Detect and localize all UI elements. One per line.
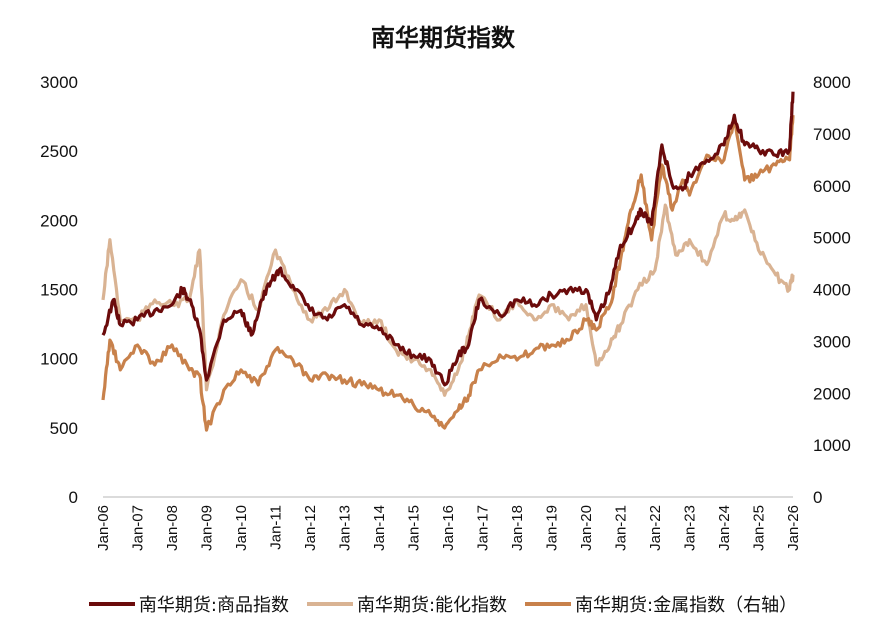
y-right-tick-label: 4000	[813, 281, 851, 300]
x-tick-label: Jan-19	[544, 505, 561, 551]
legend-item-commodity: 南华期货:商品指数	[88, 591, 289, 617]
y-left-tick-label: 500	[50, 419, 78, 438]
legend-item-metals: 南华期货:金属指数（右轴）	[525, 591, 797, 617]
legend-label: 南华期货:商品指数	[138, 595, 289, 616]
chart-title: 南华期货指数	[371, 24, 515, 52]
y-right-tick-label: 7000	[813, 125, 851, 144]
series-line-2	[101, 115, 795, 432]
y-right-tick-label: 0	[813, 488, 822, 507]
x-tick-label: Jan-16	[440, 505, 457, 551]
x-tick-label: Jan-17	[475, 505, 492, 551]
x-tick-label: Jan-11	[268, 505, 285, 550]
y-right-tick-label: 1000	[813, 436, 851, 455]
y-left-tick-label: 2500	[40, 142, 78, 161]
x-tick-label: Jan-24	[716, 505, 733, 551]
legend-swatch	[306, 602, 353, 606]
y-left-tick-label: 0	[69, 488, 78, 507]
y-right-tick-label: 5000	[813, 229, 851, 248]
x-tick-label: Jan-18	[509, 505, 526, 551]
series-line-0	[101, 91, 795, 387]
x-tick-label: Jan-12	[302, 505, 319, 551]
y-right-tick-label: 8000	[813, 73, 851, 92]
x-tick-label: Jan-20	[578, 505, 595, 551]
legend-label: 南华期货:金属指数（右轴）	[575, 595, 798, 616]
x-tick-label: Jan-26	[785, 505, 802, 551]
x-tick-label: Jan-07	[130, 505, 147, 551]
x-tick-label: Jan-14	[371, 505, 388, 551]
y-left-tick-label: 1000	[40, 350, 78, 369]
y-left-tick-label: 1500	[40, 281, 78, 300]
y-right-tick-label: 6000	[813, 177, 851, 196]
legend-swatch	[525, 602, 572, 606]
y-left-tick-label: 3000	[40, 73, 78, 92]
x-tick-label: Jan-10	[233, 505, 250, 551]
legend-label: 南华期货:能化指数	[356, 595, 508, 616]
x-tick-label: Jan-15	[406, 505, 423, 551]
y-left-tick-label: 2000	[40, 211, 78, 230]
legend-swatch	[88, 602, 135, 606]
series-line-1	[101, 203, 795, 397]
x-tick-label: Jan-25	[751, 505, 768, 551]
x-tick-label: Jan-21	[613, 505, 630, 551]
x-tick-label: Jan-09	[199, 505, 216, 551]
x-tick-label: Jan-13	[337, 505, 354, 551]
y-right-tick-label: 2000	[813, 384, 851, 403]
x-tick-label: Jan-06	[95, 505, 112, 551]
legend: 南华期货:商品指数 南华期货:能化指数 南华期货:金属指数（右轴）	[0, 591, 886, 617]
x-tick-label: Jan-08	[164, 505, 181, 551]
x-tick-label: Jan-23	[682, 505, 699, 551]
x-tick-label: Jan-22	[647, 505, 664, 551]
y-right-tick-label: 3000	[813, 332, 851, 351]
legend-item-energy-chem: 南华期货:能化指数	[306, 591, 508, 617]
